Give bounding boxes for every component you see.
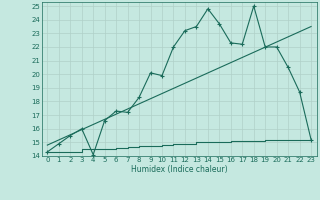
X-axis label: Humidex (Indice chaleur): Humidex (Indice chaleur) [131,165,228,174]
